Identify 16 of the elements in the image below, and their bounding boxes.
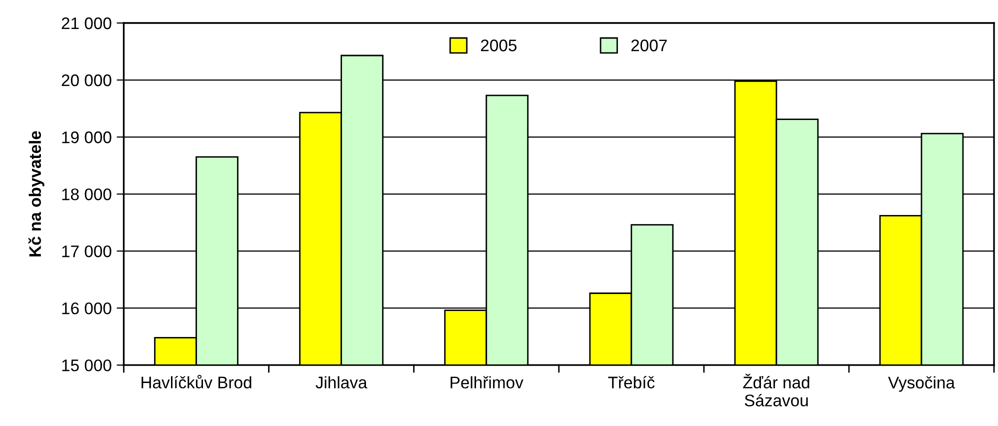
- legend-label: 2005: [480, 40, 517, 52]
- y-tick-label: 21 000: [62, 17, 112, 30]
- legend-label: 2007: [631, 40, 667, 52]
- x-tick-label: Pelhřimov: [450, 376, 524, 388]
- y-tick-label: 15 000: [62, 359, 112, 372]
- y-tick-label: 18 000: [62, 188, 112, 200]
- x-tick-label: Žďár nad Sázavou: [743, 374, 810, 406]
- x-tick-label: Jihlava: [316, 376, 368, 388]
- x-tick-label: Vysočina: [888, 376, 955, 392]
- x-tick-label: Havlíčkův Brod: [142, 374, 252, 388]
- y-axis-title: Kč na obyvatele: [28, 131, 44, 256]
- y-tick-label: 16 000: [62, 302, 112, 314]
- y-tick-label: 19 000: [62, 131, 112, 144]
- y-tick-label: 17 000: [62, 245, 112, 258]
- x-tick-label: Třebíč: [608, 376, 655, 388]
- y-tick-label: 20 000: [62, 74, 112, 86]
